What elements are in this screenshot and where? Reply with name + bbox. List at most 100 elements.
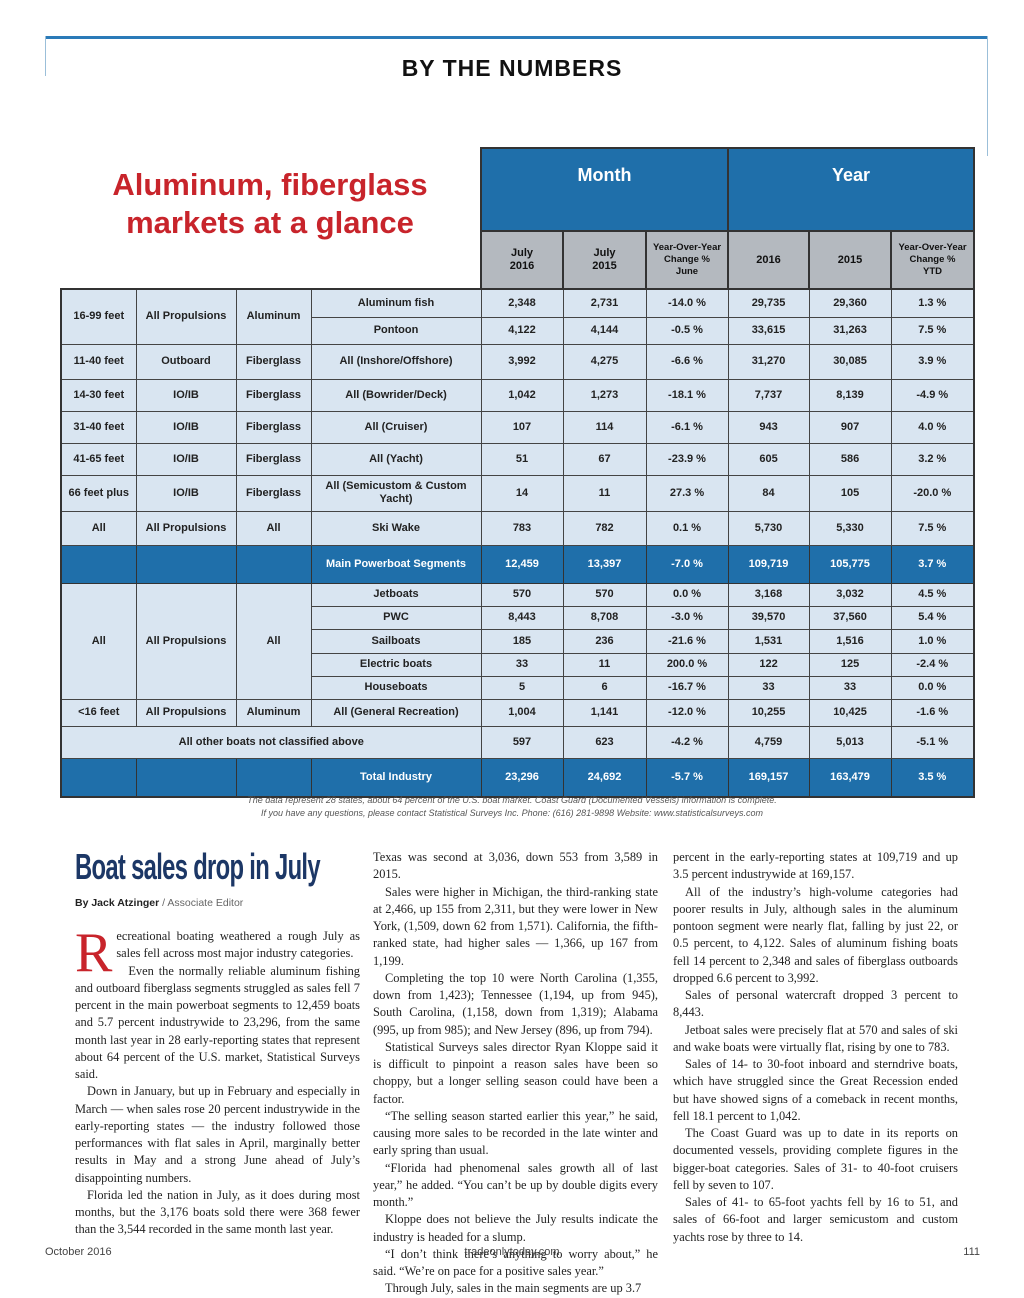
value-cell: 3,032 [808, 582, 892, 607]
value-cell: 586 [808, 442, 892, 476]
frame [987, 36, 988, 156]
value-cell: 3.9 % [890, 343, 975, 380]
column-header: Year-Over-Year Change % June [644, 230, 730, 290]
value-cell: 10,255 [727, 698, 810, 727]
table-row: Total Industry 23,296 24,692 -5.7 % 169,157 1… [60, 757, 975, 798]
row-size: All [60, 510, 137, 546]
header-line: 2015 [592, 260, 617, 272]
segment: Pontoon [310, 316, 482, 345]
header-row: July 2016 July 2015 Year-Over-Year Change % Ju… [61, 230, 976, 290]
value-cell: -5.7 % [645, 757, 729, 798]
value-cell: 105,775 [808, 544, 892, 584]
value-cell: 1.0 % [890, 628, 975, 654]
header-row: Month Year [61, 147, 976, 232]
value-cell: 33 [480, 652, 564, 677]
value-cell: 7.5 % [890, 510, 975, 546]
value-cell: 3.7 % [890, 544, 975, 584]
header-line: 2015 [837, 253, 863, 266]
value-cell: -6.1 % [645, 410, 729, 444]
footer-site: tradeonlytoday.com [464, 1246, 560, 1258]
value-cell: 783 [480, 510, 564, 546]
section-title: BY THE NUMBERS [401, 55, 623, 81]
value-cell: 943 [727, 410, 810, 444]
value-cell: 623 [562, 725, 647, 759]
row-propulsion: All Propulsions [135, 288, 237, 345]
empty-cell [60, 757, 137, 798]
segment: Electric boats [310, 652, 482, 677]
row-propulsion: IO/IB [135, 378, 237, 412]
paragraph: All of the industry’s high-volume catego… [673, 884, 958, 985]
row-material: Fiberglass [235, 442, 312, 476]
value-cell: 29,735 [727, 288, 810, 318]
value-cell: 23,296 [480, 757, 564, 798]
table-row: 11-40 feet Outboard Fiberglass All (Inshore… [60, 343, 975, 380]
row-material: Aluminum [235, 288, 312, 345]
value-cell: 1,042 [480, 378, 564, 412]
value-cell: 4,759 [727, 725, 810, 759]
row-material: Fiberglass [235, 378, 312, 412]
header-line: Change % [664, 254, 710, 265]
table-row: <16 feet All Propulsions Aluminum All (Gene… [60, 698, 975, 727]
column-header: 2015 [808, 230, 893, 290]
table-row: 41-65 feet IO/IB Fiberglass All (Yacht) 51 67… [60, 442, 975, 476]
value-cell: 27.3 % [645, 474, 729, 512]
paragraph: Recreational boating weathered a rough J… [75, 922, 360, 984]
paragraph: Sales of personal watercraft dropped 3 p… [673, 988, 958, 1020]
value-cell: -3.0 % [645, 605, 729, 630]
value-cell: 67 [562, 442, 647, 476]
segment: All (Semicustom & Custom Yacht) [310, 474, 482, 512]
value-cell: -14.0 % [645, 288, 729, 318]
segment: Sailboats [310, 628, 482, 654]
value-cell: -18.1 % [645, 378, 729, 412]
value-cell: 7,737 [727, 378, 810, 412]
value-cell: 10,425 [808, 698, 892, 727]
row-size: 11-40 feet [60, 343, 137, 380]
value-cell: 0.0 % [645, 582, 729, 607]
header-line: YTD [923, 266, 943, 277]
frame [45, 36, 46, 76]
row-material: Aluminum [235, 698, 312, 727]
paragraph: Sales were higher in Michigan, the third… [373, 884, 658, 968]
header-line: Year-Over-Year [652, 242, 722, 253]
paragraph: The Coast Guard was up to date in its re… [673, 1126, 958, 1192]
paragraph: Completing the top 10 were North Carolin… [373, 970, 658, 1037]
paragraph: Kloppe does not believe the July results… [373, 1212, 658, 1244]
table-row: 31-40 feet IO/IB Fiberglass All (Cruiser) 10… [60, 410, 975, 444]
row-size: 16-99 feet [60, 288, 137, 345]
paragraph: “I don’t think there’s anything to worry… [373, 1246, 658, 1278]
table-row: Electric boats 33 11 200.0 % 122 125 -2.4 % [61, 652, 975, 677]
value-cell: 605 [727, 442, 810, 476]
value-cell: -16.7 % [645, 675, 729, 700]
paragraph: Even the normally reliable aluminum fish… [75, 963, 360, 1082]
value-cell: 109,719 [727, 544, 810, 584]
value-cell: 8,139 [808, 378, 892, 412]
note-line: The data represent 28 states, about 64 p… [247, 795, 777, 805]
segment: Houseboats [310, 675, 482, 700]
value-cell: 5,330 [808, 510, 892, 546]
segment: All (General Recreation) [310, 698, 482, 727]
header-line: July [593, 247, 616, 259]
paragraph: Down in January, but up in February and … [75, 1084, 360, 1185]
column-header: July 2015 [562, 230, 647, 290]
header-line: June [675, 266, 699, 277]
column-header: Year-Over-Year Change % YTD [890, 230, 976, 290]
byline: By Jack Atzinger / Associate Editor [75, 897, 243, 909]
value-cell: 31,270 [727, 343, 810, 380]
value-cell: 107 [480, 410, 564, 444]
value-cell: 11 [562, 474, 647, 512]
value-cell: -20.0 % [890, 474, 975, 512]
value-cell: 105 [808, 474, 892, 512]
column-header: July 2016 [480, 230, 564, 290]
page-number: 111 [963, 1246, 980, 1258]
value-cell: 570 [480, 582, 564, 607]
row-material: All [235, 510, 312, 546]
header-line: 2016 [756, 253, 781, 266]
paragraph: Jetboat sales were precisely flat at 570… [673, 1022, 958, 1054]
value-cell: 236 [562, 628, 647, 654]
row-size: 66 feet plus [60, 474, 137, 512]
row-propulsion: All Propulsions [135, 582, 237, 700]
paragraph: Florida led the nation in July, as it do… [75, 1187, 360, 1237]
row-size: All [60, 582, 137, 700]
value-cell: -12.0 % [645, 698, 729, 727]
table-row: Sailboats 185 236 -21.6 % 1,531 1,516 1.0 % [61, 628, 975, 654]
